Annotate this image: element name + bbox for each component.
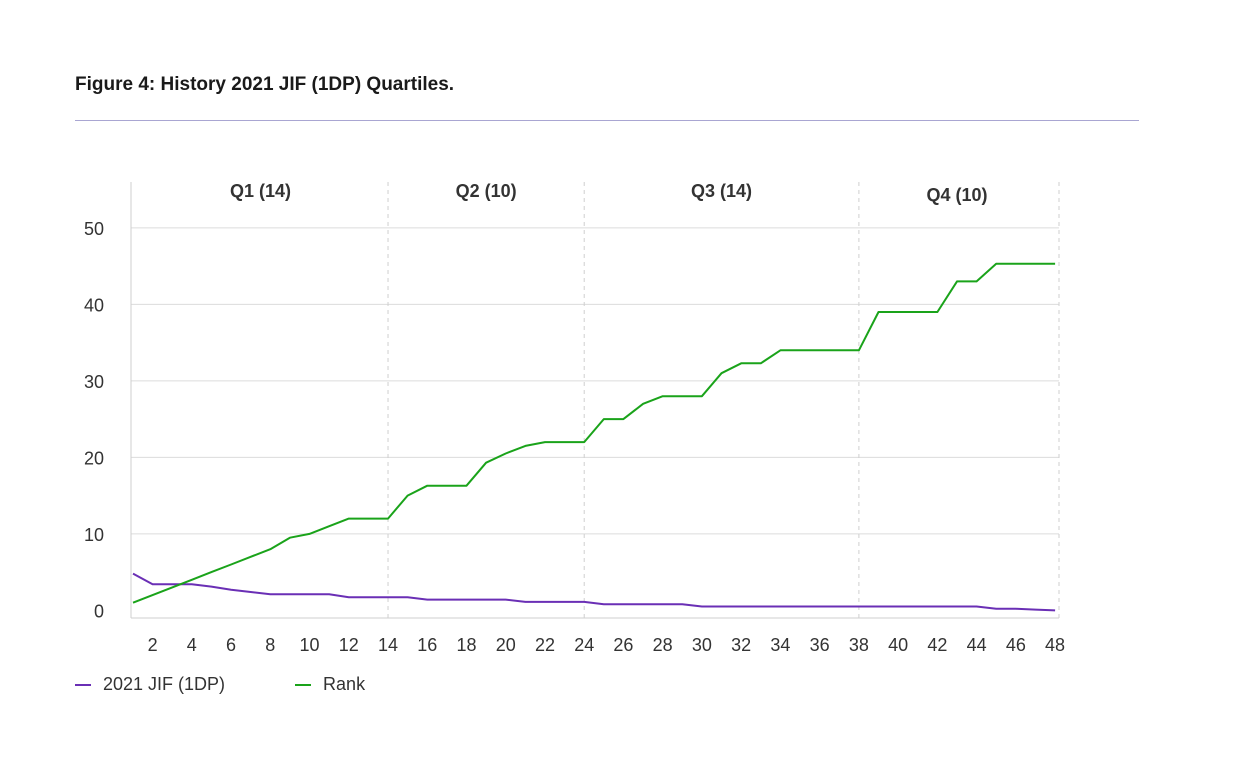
x-tick-label: 34: [770, 635, 790, 655]
legend: 2021 JIF (1DP) Rank: [75, 674, 435, 695]
x-tick-label: 16: [417, 635, 437, 655]
y-tick-label: 50: [84, 219, 104, 239]
y-tick-label: 10: [84, 525, 104, 545]
x-tick-label: 2: [148, 635, 158, 655]
x-tick-label: 8: [265, 635, 275, 655]
legend-label-rank: Rank: [323, 674, 366, 694]
legend-swatch-rank: [295, 683, 312, 686]
series-lines: [132, 262, 1056, 612]
x-tick-label: 28: [653, 635, 673, 655]
y-tick-label: 30: [84, 372, 104, 392]
quartile-label: Q3 (14): [691, 181, 752, 201]
series-line-jif: [132, 572, 1056, 612]
x-tick-label: 32: [731, 635, 751, 655]
x-tick-label: 14: [378, 635, 398, 655]
title-divider: [75, 120, 1139, 121]
y-tick-label: 20: [84, 448, 104, 468]
legend-item-rank: Rank: [295, 674, 365, 695]
x-tick-label: 26: [613, 635, 633, 655]
legend-item-jif: 2021 JIF (1DP): [75, 674, 225, 695]
grid: [131, 227, 1059, 535]
x-tick-label: 10: [300, 635, 320, 655]
x-tick-label: 36: [810, 635, 830, 655]
x-tick-label: 44: [967, 635, 987, 655]
y-tick-label: 0: [94, 601, 104, 621]
x-tick-label: 4: [187, 635, 197, 655]
x-tick-label: 42: [927, 635, 947, 655]
x-tick-label: 46: [1006, 635, 1026, 655]
quartile-label: Q1 (14): [230, 181, 291, 201]
quartile-bands: Q1 (14) Q2 (10) Q3 (14) Q4 (10): [230, 181, 1060, 618]
x-tick-label: 48: [1045, 635, 1065, 655]
quartile-label: Q2 (10): [456, 181, 517, 201]
x-tick-label: 6: [226, 635, 236, 655]
x-tick-label: 30: [692, 635, 712, 655]
legend-label-jif: 2021 JIF (1DP): [103, 674, 226, 694]
figure-title: Figure 4: History 2021 JIF (1DP) Quartil…: [75, 74, 455, 95]
x-tick-label: 40: [888, 635, 908, 655]
x-tick-label: 24: [574, 635, 594, 655]
x-tick-label: 18: [456, 635, 476, 655]
x-tick-label: 22: [535, 635, 555, 655]
legend-swatch-jif: [75, 683, 91, 686]
quartile-label: Q4 (10): [926, 185, 987, 205]
y-tick-label: 40: [84, 295, 104, 315]
x-tick-label: 12: [339, 635, 359, 655]
x-tick-label: 38: [849, 635, 869, 655]
x-tick-label: 20: [496, 635, 516, 655]
series-line-rank: [132, 262, 1056, 604]
